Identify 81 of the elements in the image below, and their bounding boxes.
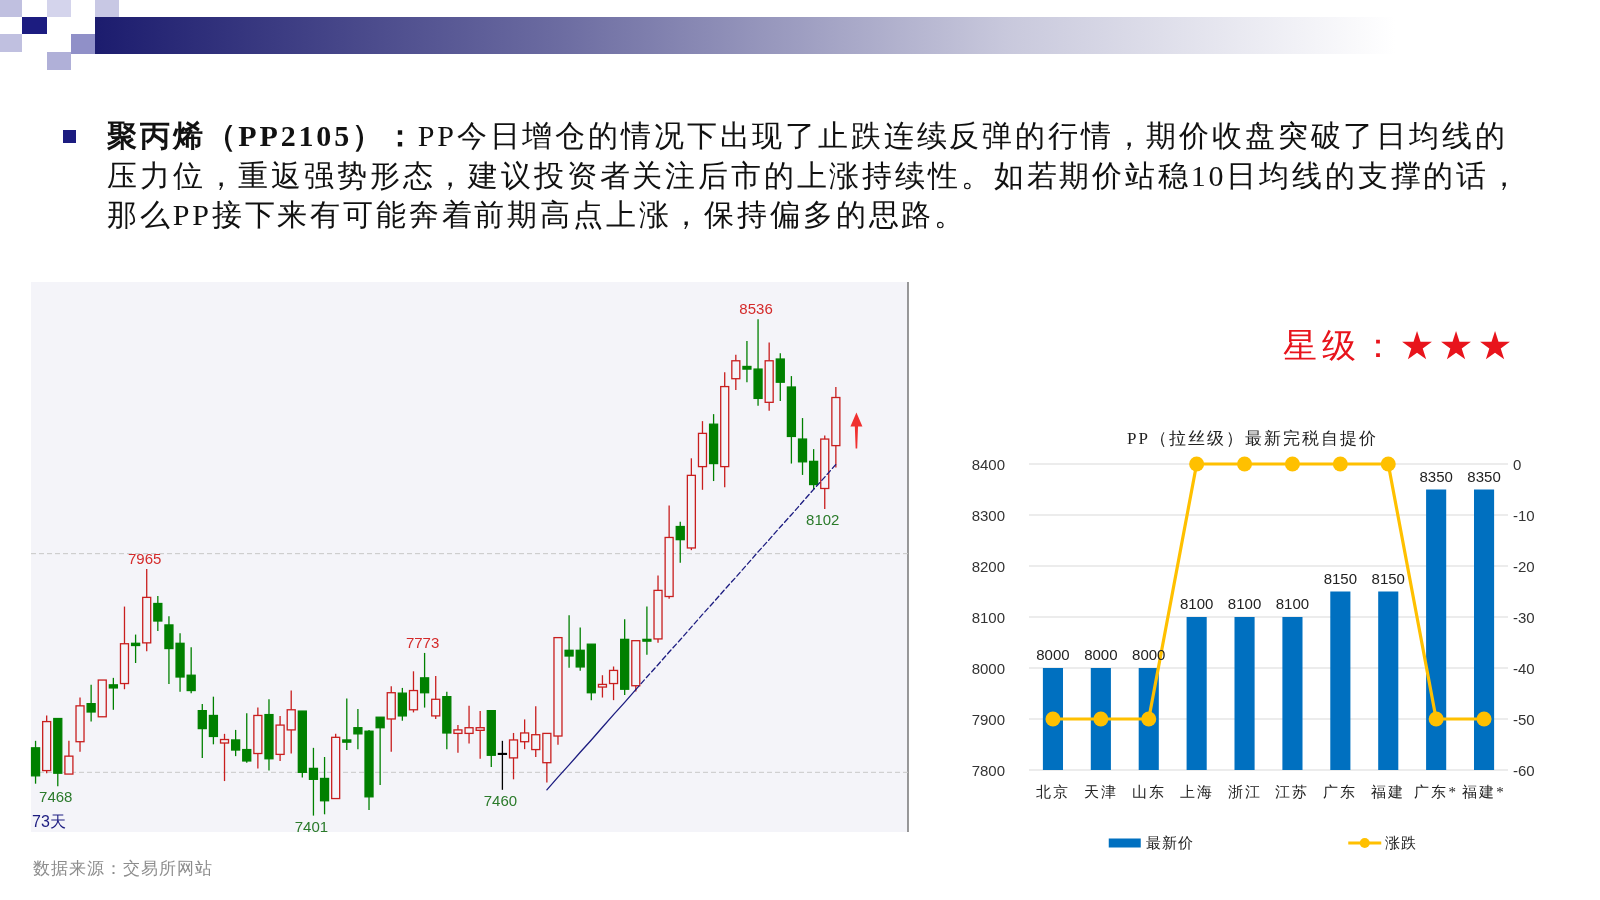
legend-label: 最新价	[1145, 835, 1194, 851]
data-label: 8000	[1036, 646, 1070, 663]
x-tick-label: 广东*	[1414, 784, 1458, 800]
y2-tick-label: -10	[1513, 506, 1535, 524]
candlestick	[186, 646, 196, 694]
candlestick	[808, 448, 819, 491]
data-label: 8100	[1227, 595, 1262, 612]
candlestick	[308, 747, 319, 817]
data-label: 8100	[1275, 595, 1310, 612]
candlestick	[208, 696, 219, 745]
candlestick	[597, 674, 608, 699]
candlestick	[564, 614, 574, 669]
y-tick-label: 8400	[971, 455, 1005, 473]
y2-tick-label: -40	[1513, 659, 1535, 677]
candlestick	[731, 354, 741, 391]
x-tick-label: 天津	[1083, 784, 1118, 800]
candlestick	[64, 740, 74, 775]
candlestick	[608, 665, 619, 701]
candlestick	[319, 756, 330, 815]
candlestick	[431, 675, 441, 720]
annotation: 7965	[128, 549, 162, 567]
y-tick-label: 7900	[971, 710, 1005, 728]
candlestick	[497, 740, 508, 791]
annotation: 73天	[32, 813, 66, 830]
candlestick	[408, 670, 419, 714]
data-label: 8350	[1467, 467, 1501, 485]
candlestick	[230, 729, 241, 757]
y-tick-label: 8100	[971, 608, 1005, 626]
legend-label: 涨跌	[1385, 835, 1418, 851]
annotation: 7468	[39, 788, 73, 806]
annotation: 7401	[294, 817, 329, 835]
x-tick-label: 福建*	[1462, 784, 1506, 800]
data-label: 8150	[1323, 569, 1358, 587]
candlestick	[242, 712, 252, 764]
candlestick	[419, 652, 430, 709]
y-tick-label: 8000	[971, 659, 1005, 677]
data-label: 8000	[1084, 646, 1118, 663]
y-tick-label: 8200	[971, 557, 1005, 575]
data-label: 8100	[1179, 595, 1214, 612]
x-tick-label: 福建	[1371, 784, 1406, 800]
candlestick	[286, 689, 296, 755]
y2-tick-label: 0	[1513, 455, 1522, 473]
candlestick	[342, 697, 352, 751]
x-tick-label: 北京	[1035, 784, 1070, 800]
y-tick-label: 7800	[971, 761, 1005, 779]
candlestick	[86, 684, 96, 723]
candlestick	[375, 716, 385, 786]
candlestick	[153, 595, 163, 632]
y2-tick-label: -30	[1513, 608, 1535, 626]
data-label: 8150	[1371, 569, 1405, 587]
text: 星级：★★★	[1283, 327, 1517, 364]
candlestick	[519, 718, 530, 750]
candlestick	[197, 703, 207, 759]
candlestick	[575, 626, 585, 672]
candlestick	[475, 710, 485, 760]
y2-tick-label: -20	[1513, 557, 1535, 575]
annotation: 8536	[739, 300, 773, 318]
text: 聚丙烯（PP2105）：	[107, 119, 418, 152]
candlestick	[675, 521, 685, 564]
candlestick	[508, 732, 519, 780]
candlestick	[531, 705, 541, 758]
candlestick	[108, 677, 119, 711]
x-tick-label: 浙江	[1227, 784, 1262, 800]
annotation: 8102	[806, 511, 840, 529]
candlestick	[219, 733, 230, 782]
data-label: 8350	[1419, 467, 1453, 485]
x-tick-label: 上海	[1179, 784, 1214, 800]
y2-tick-label: -60	[1513, 761, 1535, 779]
x-tick-label: 广东	[1323, 784, 1358, 800]
y2-tick-label: -50	[1513, 710, 1535, 728]
source-note: 数据来源：交易所网站	[33, 859, 213, 878]
x-tick-label: 山东	[1131, 784, 1166, 800]
y-tick-label: 8300	[971, 506, 1005, 524]
annotation: 7460	[483, 791, 518, 809]
candlestick	[775, 352, 785, 402]
candlestick	[397, 687, 408, 722]
candlestick	[642, 605, 652, 656]
x-tick-label: 江苏	[1275, 784, 1310, 800]
chart-title: PP（拉丝级）最新完税自提价	[1127, 429, 1378, 448]
annotation: 7773	[405, 633, 440, 651]
candlestick	[797, 417, 808, 476]
